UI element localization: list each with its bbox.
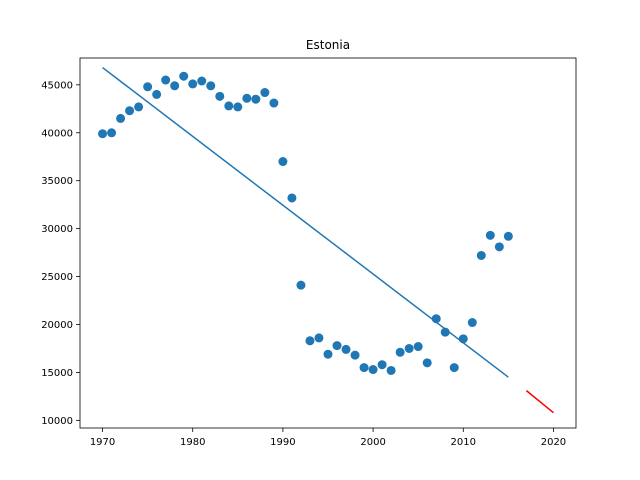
- data-point: [197, 76, 207, 86]
- data-point: [260, 88, 270, 98]
- plot-area: [98, 66, 554, 414]
- data-point: [485, 230, 495, 240]
- data-point: [458, 334, 468, 344]
- forecast-line: [525, 390, 554, 414]
- data-point: [503, 231, 513, 241]
- plot-frame: [79, 57, 577, 429]
- data-point: [305, 336, 315, 346]
- data-point: [116, 113, 126, 123]
- data-point: [161, 75, 171, 85]
- y-tick-label: 20000: [41, 320, 73, 331]
- trend-line: [102, 66, 509, 378]
- y-tick-label: 40000: [41, 128, 73, 139]
- data-point: [215, 91, 225, 101]
- data-point: [179, 71, 189, 81]
- data-point: [404, 343, 414, 353]
- data-point: [125, 106, 135, 116]
- data-point: [449, 363, 459, 373]
- data-point: [467, 318, 477, 328]
- data-point: [98, 129, 108, 139]
- axes: 1970 1980 1990 2000 2010 2020 10000 15000 20000 2…: [41, 80, 566, 448]
- data-point: [134, 102, 144, 112]
- data-point: [278, 157, 288, 167]
- data-point: [494, 242, 504, 252]
- data-point: [476, 250, 486, 260]
- y-tick-label: 15000: [41, 368, 73, 379]
- data-point: [287, 193, 297, 203]
- data-point: [323, 349, 333, 359]
- data-point: [377, 360, 387, 370]
- x-tick-label: 2020: [541, 437, 566, 448]
- data-point: [107, 128, 117, 138]
- y-tick-label: 10000: [41, 416, 73, 427]
- data-point: [224, 101, 234, 111]
- x-tick-label: 2010: [451, 437, 476, 448]
- data-point: [251, 94, 261, 104]
- chart-title: Estonia: [306, 38, 350, 52]
- data-point: [386, 365, 396, 375]
- data-point: [143, 82, 153, 92]
- x-tick-label: 2000: [360, 437, 385, 448]
- data-point: [233, 102, 243, 112]
- data-point: [332, 341, 342, 351]
- data-point: [350, 350, 360, 360]
- y-tick-label: 25000: [41, 272, 73, 283]
- x-tick-label: 1970: [90, 437, 115, 448]
- data-point: [188, 79, 198, 89]
- data-point: [242, 93, 252, 103]
- data-point: [152, 89, 162, 99]
- data-point: [269, 98, 279, 108]
- y-tick-label: 30000: [41, 224, 73, 235]
- x-tick-label: 1980: [180, 437, 205, 448]
- data-point: [422, 358, 432, 368]
- data-point: [413, 342, 423, 352]
- y-tick-label: 45000: [41, 80, 73, 91]
- data-point: [206, 81, 216, 91]
- data-point: [341, 344, 351, 354]
- data-point: [296, 280, 306, 290]
- data-point: [314, 333, 324, 343]
- data-point: [170, 81, 180, 91]
- data-point: [395, 347, 405, 357]
- y-tick-label: 35000: [41, 176, 73, 187]
- data-point: [359, 363, 369, 373]
- data-point: [431, 314, 441, 324]
- data-point: [368, 365, 378, 375]
- x-tick-label: 1990: [270, 437, 295, 448]
- data-point: [440, 327, 450, 337]
